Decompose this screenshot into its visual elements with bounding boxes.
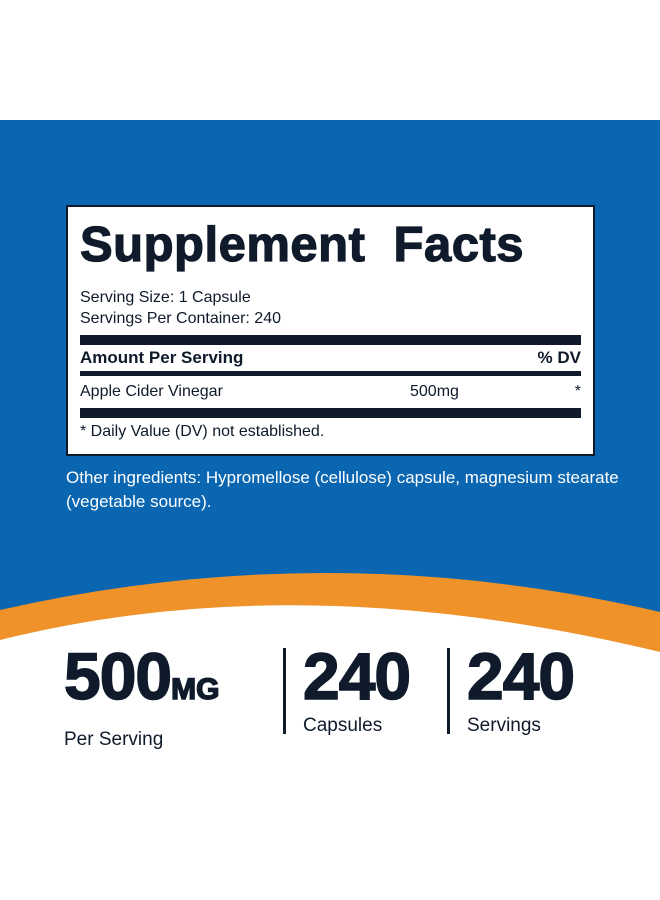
facts-title: Supplement Facts [79,217,525,272]
ingredient-name: Apple Cider Vinegar [80,383,223,400]
stat-capsules: 240 Capsules [302,639,412,738]
stat-label: Servings [467,715,541,736]
stat-divider [447,648,450,734]
stat-dose: 500MG Per Serving [63,639,220,752]
divider [80,408,581,418]
servings-per-container: Servings Per Container: 240 [80,310,281,327]
stat-divider [283,648,286,734]
ingredient-row: Apple Cider Vinegar 500mg * [80,376,581,408]
footnote-text: * Daily Value (DV) not established. [80,423,325,440]
divider [80,335,581,345]
ingredient-amount: 500mg [410,383,459,400]
supplement-facts-panel: Supplement Facts Serving Size: 1 Capsule… [66,205,595,456]
dv-header: % DV [537,348,581,367]
stat-value: 240 [466,639,576,713]
divider [80,371,581,376]
stat-label: Capsules [303,715,383,736]
ingredient-dv: * [574,383,581,400]
white-base [0,605,660,900]
stat-label: Per Serving [64,729,164,750]
stat-servings: 240 Servings [466,639,576,738]
stat-unit: MG [170,672,220,707]
stat-value: 240 [302,639,412,713]
amount-header: Amount Per Serving [80,348,244,367]
amount-header-row: Amount Per Serving % DV [80,345,581,371]
footnote: * Daily Value (DV) not established. [80,418,581,446]
other-ingredients: Other ingredients: Hypromellose (cellulo… [66,468,619,511]
serving-size: Serving Size: 1 Capsule [80,289,251,306]
stat-value: 500 [63,639,173,713]
